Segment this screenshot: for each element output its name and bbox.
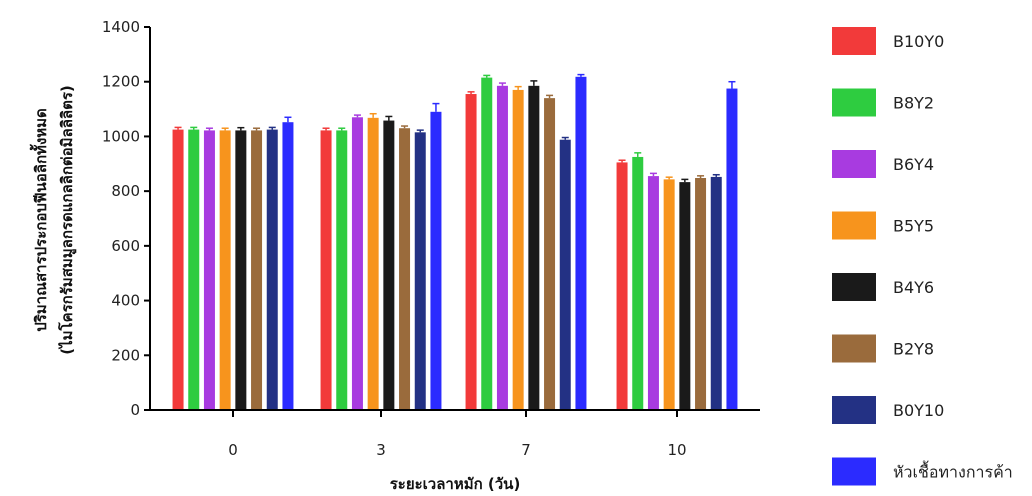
- bar: [383, 120, 395, 410]
- y-tick-label: 0: [130, 401, 140, 419]
- y-tick-label: 1400: [102, 18, 140, 36]
- legend-label: B2Y8: [893, 340, 934, 359]
- bar: [544, 98, 556, 410]
- y-tick-label: 200: [111, 346, 140, 364]
- bar: [172, 129, 184, 410]
- legend: B10Y0 B8Y2 B6Y4 B5Y5 B4Y6 B2Y8 B0Y10 หัวเชื้อทา…: [832, 27, 1013, 486]
- legend-swatch: [832, 273, 876, 301]
- legend-label: B5Y5: [893, 217, 934, 236]
- legend-label: B6Y4: [893, 155, 934, 174]
- bar: [616, 162, 628, 410]
- legend-label: B4Y6: [893, 278, 934, 297]
- bar: [647, 176, 659, 410]
- y-tick-label: 1000: [102, 127, 140, 145]
- y-tick-label: 1200: [102, 73, 140, 91]
- x-tick-label: 10: [667, 441, 686, 459]
- bar: [481, 77, 493, 410]
- x-tick-label: 3: [376, 441, 386, 459]
- legend-swatch: [832, 334, 876, 363]
- bar: [679, 182, 691, 410]
- y-tick-label: 800: [111, 182, 140, 200]
- bar: [266, 129, 278, 410]
- bar: [430, 111, 442, 411]
- bar: [282, 122, 294, 411]
- legend-label: B0Y10: [893, 401, 944, 420]
- legend-swatch: [832, 150, 876, 178]
- bar: [367, 117, 379, 410]
- bar: [695, 178, 707, 410]
- legend-swatch: [832, 211, 876, 240]
- x-tick-label: 7: [521, 441, 531, 459]
- bar: [726, 88, 738, 410]
- bar: [320, 130, 332, 410]
- bar: [575, 76, 587, 410]
- legend-swatch: [832, 88, 876, 117]
- bar: [219, 130, 231, 410]
- y-axis-label-line1: ปริมาณสารประกอบฟีนอลิกทั้งหมด: [29, 108, 50, 332]
- y-tick-label: 400: [111, 292, 140, 310]
- bar: [512, 89, 524, 411]
- plot-area: 0 200 400 600 800 1000 1200 1400 0 3 7 10: [102, 18, 760, 459]
- bar: [496, 85, 508, 410]
- y-axis-label-line2: (ไมโครกรัมสมมูลกรดแกลลิกต่อมิลลิลิตร): [57, 85, 77, 355]
- bar: [632, 156, 644, 410]
- bar: [559, 139, 571, 410]
- y-tick-label: 600: [111, 237, 140, 255]
- bar: [663, 179, 675, 410]
- legend-swatch: [832, 457, 876, 486]
- bar: [251, 130, 263, 410]
- bar: [203, 130, 215, 410]
- bar: [710, 176, 722, 410]
- bar: [465, 94, 477, 411]
- bar: [399, 128, 411, 410]
- bar: [528, 85, 540, 410]
- legend-label: B10Y0: [893, 32, 944, 51]
- legend-label: B8Y2: [893, 94, 934, 113]
- bar: [188, 129, 200, 410]
- x-tick-label: 0: [228, 441, 238, 459]
- bar: [414, 132, 426, 410]
- bar: [336, 130, 348, 410]
- bar: [351, 117, 363, 411]
- x-axis-label: ระยะเวลาหมัก (วัน): [390, 475, 521, 493]
- bar: [235, 130, 247, 410]
- legend-swatch: [832, 396, 876, 424]
- legend-label: หัวเชื้อทางการค้า: [893, 461, 1013, 482]
- legend-swatch: [832, 27, 876, 55]
